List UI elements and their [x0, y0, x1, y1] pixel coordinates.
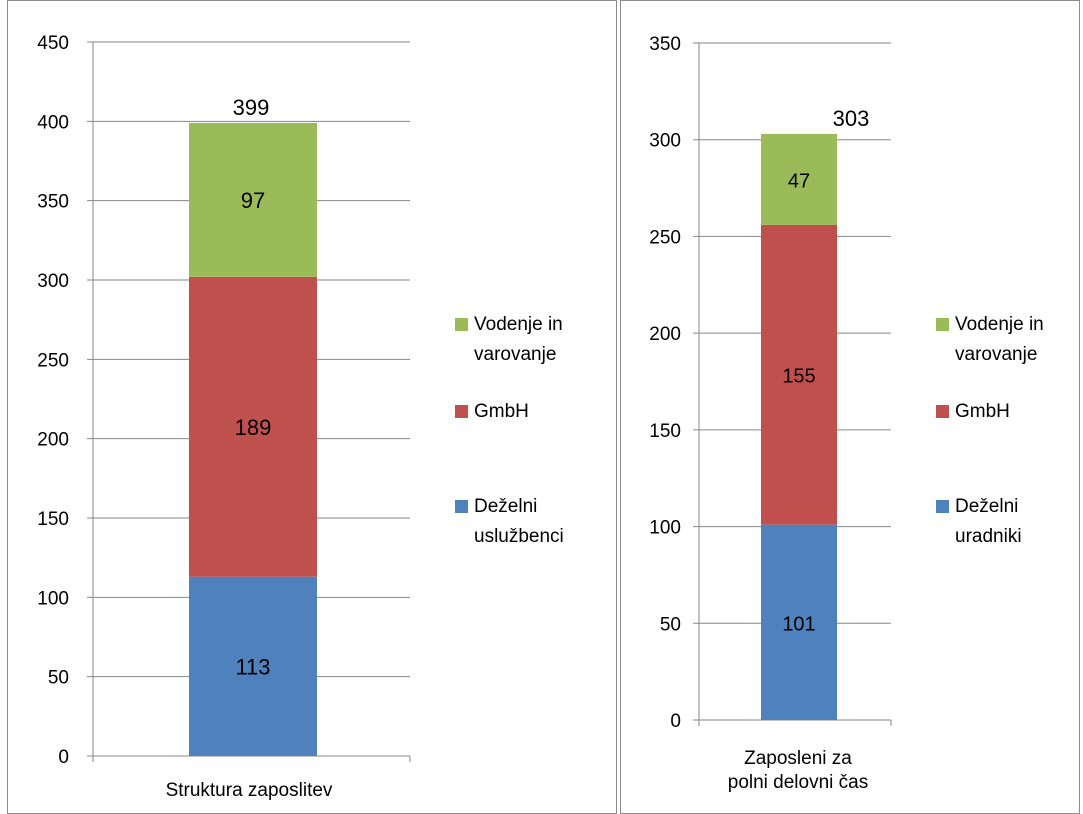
stacked-bar-chart-fulltime: 0 50 100 150 200 250 300 350 101 155 47 303 Zaposlen…: [649, 34, 1044, 793]
legend-label: GmbH: [955, 401, 1010, 422]
legend-swatch: [455, 500, 468, 513]
data-label: 97: [241, 188, 265, 213]
y-tick-label: 250: [37, 350, 69, 371]
data-label: 155: [782, 366, 815, 388]
bar-segment: [761, 133, 837, 225]
total-label: 303: [833, 106, 870, 131]
y-tick-label: 100: [649, 518, 681, 539]
bar-segment: [761, 524, 837, 720]
bar-segment: [189, 576, 317, 756]
stacked-bar-chart-structure: 0 50 100 150 200 250 300 350 400 450 113 189 97 399 St…: [37, 33, 564, 801]
bar-segment: [189, 276, 317, 577]
total-label: 399: [233, 95, 270, 120]
y-tick-label: 300: [37, 271, 69, 292]
legend-label: uradniki: [955, 526, 1022, 547]
legend-swatch: [455, 318, 468, 331]
y-tick-label: 200: [649, 324, 681, 345]
legend-label: varovanje: [474, 344, 556, 365]
data-label: 101: [782, 613, 815, 635]
y-tick-label: 150: [649, 421, 681, 442]
legend-label: GmbH: [474, 401, 529, 422]
legend-label: Vodenje in: [955, 314, 1044, 335]
y-tick-label: 400: [37, 112, 69, 133]
legend-swatch: [936, 405, 949, 418]
y-tick-label: 0: [670, 711, 681, 732]
y-tick-label: 150: [37, 509, 69, 530]
y-tick-label: 350: [37, 192, 69, 213]
legend-label: Deželni: [955, 496, 1018, 517]
data-label: 189: [235, 415, 272, 440]
legend-swatch: [936, 318, 949, 331]
x-category-label: Struktura zaposlitev: [166, 780, 333, 801]
chart-panel-structure: 0 50 100 150 200 250 300 350 400 450 113 189 97 399 St…: [7, 0, 617, 814]
y-tick-label: 0: [58, 747, 69, 768]
legend-swatch: [936, 500, 949, 513]
bar-segment: [761, 224, 837, 525]
y-tick-label: 250: [649, 227, 681, 248]
legend-label: varovanje: [955, 344, 1037, 365]
chart-panel-fulltime: 0 50 100 150 200 250 300 350 101 155 47 303 Zaposlen…: [620, 0, 1080, 814]
legend-swatch: [455, 405, 468, 418]
y-tick-label: 300: [649, 131, 681, 152]
y-tick-label: 100: [37, 588, 69, 609]
data-label: 113: [235, 654, 270, 679]
y-tick-label: 50: [660, 614, 681, 635]
y-tick-label: 50: [48, 668, 69, 689]
x-category-label: Zaposleni za: [744, 748, 852, 769]
y-tick-label: 350: [649, 34, 681, 55]
y-tick-label: 450: [37, 33, 69, 54]
y-tick-label: 200: [37, 430, 69, 451]
data-label: 47: [788, 170, 810, 192]
legend-label: Deželni: [474, 496, 537, 517]
bar-segment: [189, 122, 317, 277]
legend-label: uslužbenci: [474, 526, 564, 547]
legend-label: Vodenje in: [474, 314, 563, 335]
x-category-label: polni delovni čas: [728, 772, 868, 793]
